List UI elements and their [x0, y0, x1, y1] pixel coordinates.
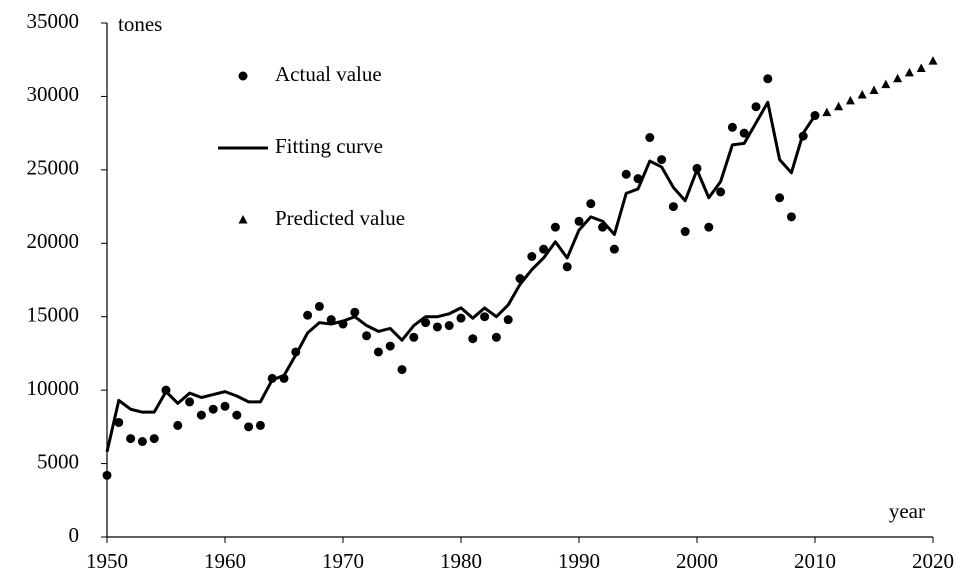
point	[716, 187, 726, 197]
point	[668, 202, 678, 212]
point	[928, 56, 938, 65]
point	[397, 365, 407, 375]
x-tick-label: 2000	[676, 549, 718, 573]
y-tick-label: 0	[69, 523, 80, 547]
x-axis-label: year	[889, 499, 925, 523]
point	[727, 122, 737, 132]
legend-label: Fitting curve	[275, 134, 383, 158]
y-tick-label: 25000	[27, 156, 80, 180]
point	[881, 79, 891, 89]
legend-label: Predicted value	[275, 206, 405, 230]
point	[916, 63, 926, 73]
point	[196, 410, 206, 420]
y-tick-label: 10000	[27, 376, 80, 400]
point	[149, 434, 159, 444]
point	[102, 470, 112, 480]
point	[550, 222, 560, 232]
x-tick-label: 1990	[558, 549, 600, 573]
fit-line	[105, 100, 817, 453]
point	[680, 227, 690, 237]
x-tick-label: 1980	[440, 549, 482, 573]
point	[421, 318, 431, 328]
point	[751, 102, 761, 112]
point	[244, 422, 254, 432]
point	[786, 212, 796, 222]
point	[432, 322, 442, 332]
y-tick-label: 20000	[27, 229, 80, 253]
point	[869, 85, 879, 95]
point	[326, 315, 336, 325]
y-tick-label: 30000	[27, 82, 80, 106]
y-tick-label: 15000	[27, 303, 80, 327]
point	[763, 74, 773, 84]
x-tick-label: 2020	[912, 549, 954, 573]
point	[350, 307, 360, 317]
point	[539, 244, 549, 254]
x-tick-label: 1970	[322, 549, 364, 573]
point	[468, 334, 478, 344]
point	[904, 67, 914, 77]
point	[775, 193, 785, 203]
point	[208, 404, 218, 414]
point	[739, 128, 749, 138]
point	[114, 417, 124, 427]
point	[232, 410, 242, 420]
y-axis-label: tones	[118, 12, 162, 36]
point	[574, 216, 584, 226]
point	[562, 262, 572, 272]
point	[456, 313, 466, 323]
point	[137, 437, 147, 447]
point	[893, 73, 903, 83]
point	[480, 312, 490, 322]
point	[491, 332, 501, 342]
point	[220, 401, 230, 411]
point	[173, 420, 183, 430]
point	[362, 331, 372, 341]
point	[385, 341, 395, 351]
point	[185, 397, 195, 407]
y-tick-label: 35000	[27, 9, 80, 33]
x-tick-label: 1960	[204, 549, 246, 573]
point	[503, 315, 513, 325]
point	[857, 89, 867, 99]
point	[834, 101, 844, 111]
y-tick-label: 5000	[37, 449, 79, 473]
point	[609, 244, 619, 254]
point	[586, 199, 596, 209]
point	[621, 169, 631, 179]
point	[657, 155, 667, 165]
point	[704, 222, 714, 232]
legend-marker	[238, 71, 248, 81]
point	[255, 420, 265, 430]
point	[126, 434, 136, 444]
point	[303, 310, 313, 320]
legend-marker	[238, 215, 248, 224]
point	[822, 107, 832, 117]
legend-label: Actual value	[275, 62, 382, 86]
point	[845, 95, 855, 105]
x-tick-label: 1950	[86, 549, 128, 573]
point	[527, 252, 537, 262]
point	[444, 321, 454, 331]
point	[373, 347, 383, 357]
point	[409, 332, 419, 342]
x-tick-label: 2010	[794, 549, 836, 573]
point	[645, 133, 655, 143]
point	[314, 301, 324, 311]
